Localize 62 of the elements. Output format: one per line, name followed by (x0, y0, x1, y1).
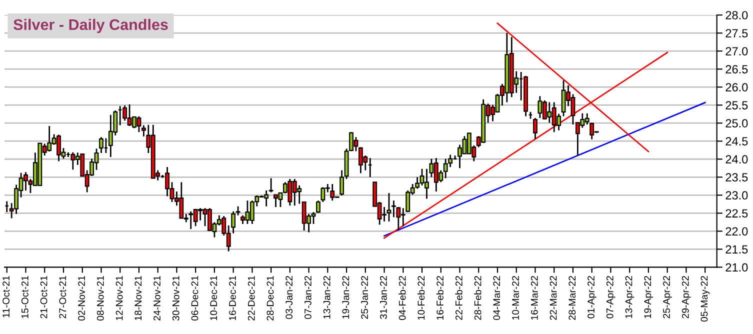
x-tick-label: 06-Dec-21 (191, 276, 198, 321)
x-tick-label: 04-Feb-22 (398, 276, 406, 320)
x-tick-label: 22-Dec-21 (248, 276, 255, 320)
y-tick-label: 24.0 (726, 155, 748, 164)
x-tick-label: 22-Mar-22 (550, 276, 557, 320)
candlestick (340, 170, 344, 196)
y-tick-label: 27.5 (726, 29, 748, 38)
x-tick-label: 21-Oct-21 (40, 276, 48, 318)
x-tick-label: 19-Apr-22 (644, 276, 653, 318)
candlestick (236, 206, 240, 216)
x-tick-label: 31-Jan-22 (380, 276, 387, 319)
y-tick-label: 21.0 (726, 263, 748, 272)
x-tick-label: 25-Jan-22 (361, 276, 368, 319)
x-tick-label: 12-Nov-21 (116, 276, 123, 320)
x-tick-label: 07-Apr-22 (606, 276, 616, 318)
y-tick-label: 25.5 (726, 101, 748, 110)
candlestick (533, 117, 538, 140)
x-tick-label: 28-Feb-22 (474, 276, 482, 320)
x-tick-label: 04-Mar-22 (493, 276, 500, 320)
y-tick-label: 24.5 (726, 137, 748, 146)
x-tick-label: 28-Dec-21 (266, 276, 274, 320)
x-tick-label: 16-Feb-22 (436, 276, 444, 320)
x-tick-label: 28-Mar-22 (568, 276, 576, 320)
x-tick-label: 15-Oct-21 (21, 276, 28, 318)
x-tick-label: 16-Mar-22 (530, 276, 538, 320)
y-tick-label: 23.0 (726, 191, 748, 200)
y-tick-label: 28.0 (726, 11, 748, 20)
x-tick-label: 03-Jan-22 (286, 276, 293, 319)
x-tick-label: 25-Apr-22 (663, 276, 672, 318)
x-tick-label: 18-Nov-21 (134, 276, 142, 320)
x-tick-label: 02-Nov-21 (78, 276, 85, 321)
y-tick-label: 22.0 (726, 227, 748, 236)
candlestick (268, 178, 274, 193)
y-tick-label: 22.5 (726, 209, 748, 218)
x-tick-label: 27-Oct-21 (59, 276, 66, 318)
x-tick-label: 11-Oct-21 (2, 276, 10, 318)
y-tick-label: 21.5 (726, 245, 748, 254)
candlestick (122, 104, 128, 122)
y-tick-label: 23.5 (726, 173, 748, 182)
x-tick-label: 22-Feb-22 (455, 276, 462, 320)
candlestick (316, 200, 320, 214)
y-tick-label: 26.5 (726, 65, 748, 74)
x-tick-label: 19-Jan-22 (342, 276, 350, 319)
x-tick-label: 10-Feb-22 (417, 276, 425, 320)
candlestick (386, 192, 392, 222)
x-tick-label: 13-Jan-22 (323, 276, 330, 319)
x-tick-label: 08-Nov-21 (96, 276, 104, 321)
x-tick-label: 24-Nov-21 (154, 276, 160, 320)
x-tick-label: 10-Dec-21 (210, 276, 218, 320)
y-tick-label: 27.0 (726, 47, 748, 56)
x-tick-label: 07-Jan-22 (304, 276, 312, 319)
x-tick-label: 30-Nov-21 (172, 276, 180, 321)
x-tick-label: 01-Apr-22 (588, 276, 596, 318)
y-tick-label: 26.0 (726, 83, 748, 92)
candlestick (99, 136, 104, 154)
x-tick-label: 16-Dec-21 (229, 276, 236, 320)
chart-title: Silver - Daily Candles (14, 18, 168, 34)
y-tick-label: 25.0 (726, 119, 748, 128)
x-tick-label: 13-Apr-22 (625, 276, 634, 318)
x-tick-label: 05-May-22 (700, 276, 710, 322)
x-tick-label: 29-Apr-22 (682, 276, 691, 318)
x-tick-label: 10-Mar-22 (512, 276, 519, 320)
